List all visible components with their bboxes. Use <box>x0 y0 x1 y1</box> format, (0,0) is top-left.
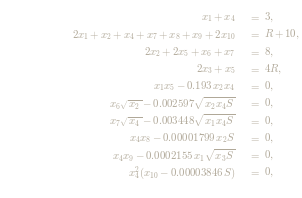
Text: $x_4 x_8 - 0.00001799\, x_2 S$: $x_4 x_8 - 0.00001799\, x_2 S$ <box>129 131 236 145</box>
Text: $x_1 x_5 - 0.193\, x_2 x_4$: $x_1 x_5 - 0.193\, x_2 x_4$ <box>153 80 236 93</box>
Text: $=$: $=$ <box>249 47 261 57</box>
Text: $0,$: $0,$ <box>264 80 274 93</box>
Text: $0,$: $0,$ <box>264 166 274 179</box>
Text: $0,$: $0,$ <box>264 131 274 145</box>
Text: $0,$: $0,$ <box>264 97 274 110</box>
Text: $2x_2 + 2x_5 + x_6 + x_7$: $2x_2 + 2x_5 + x_6 + x_7$ <box>144 45 236 59</box>
Text: $x_7\sqrt{x_4} - 0.003448\sqrt{x_1 x_4 S}$: $x_7\sqrt{x_4} - 0.003448\sqrt{x_1 x_4 S… <box>109 112 236 129</box>
Text: $x_4 x_9 - 0.0002155\, x_1\sqrt{x_3 S}$: $x_4 x_9 - 0.0002155\, x_1\sqrt{x_3 S}$ <box>112 147 236 164</box>
Text: $=$: $=$ <box>249 81 261 91</box>
Text: $=$: $=$ <box>249 168 261 178</box>
Text: $=$: $=$ <box>249 116 261 126</box>
Text: $0,$: $0,$ <box>264 114 274 128</box>
Text: $8,$: $8,$ <box>264 45 274 59</box>
Text: $=$: $=$ <box>249 133 261 143</box>
Text: $=$: $=$ <box>249 30 261 40</box>
Text: $=$: $=$ <box>249 64 261 74</box>
Text: $4R,$: $4R,$ <box>264 63 282 76</box>
Text: $2x_3 + x_5$: $2x_3 + x_5$ <box>196 62 236 76</box>
Text: $R + 10,$: $R + 10,$ <box>264 28 300 41</box>
Text: $=$: $=$ <box>249 150 261 160</box>
Text: $x_4^2(x_{10} - 0.00003846\, S)$: $x_4^2(x_{10} - 0.00003846\, S)$ <box>128 164 236 181</box>
Text: $3,$: $3,$ <box>264 11 274 24</box>
Text: $x_1 + x_4$: $x_1 + x_4$ <box>201 11 236 24</box>
Text: $=$: $=$ <box>249 12 261 23</box>
Text: $0,$: $0,$ <box>264 149 274 162</box>
Text: $2x_1 + x_2 + x_4 + x_7 + x_8 + x_9 + 2x_{10}$: $2x_1 + x_2 + x_4 + x_7 + x_8 + x_9 + 2x… <box>72 28 236 42</box>
Text: $=$: $=$ <box>249 99 261 109</box>
Text: $x_6\sqrt{x_2} - 0.002597\sqrt{x_2 x_4 S}$: $x_6\sqrt{x_2} - 0.002597\sqrt{x_2 x_4 S… <box>109 95 236 112</box>
